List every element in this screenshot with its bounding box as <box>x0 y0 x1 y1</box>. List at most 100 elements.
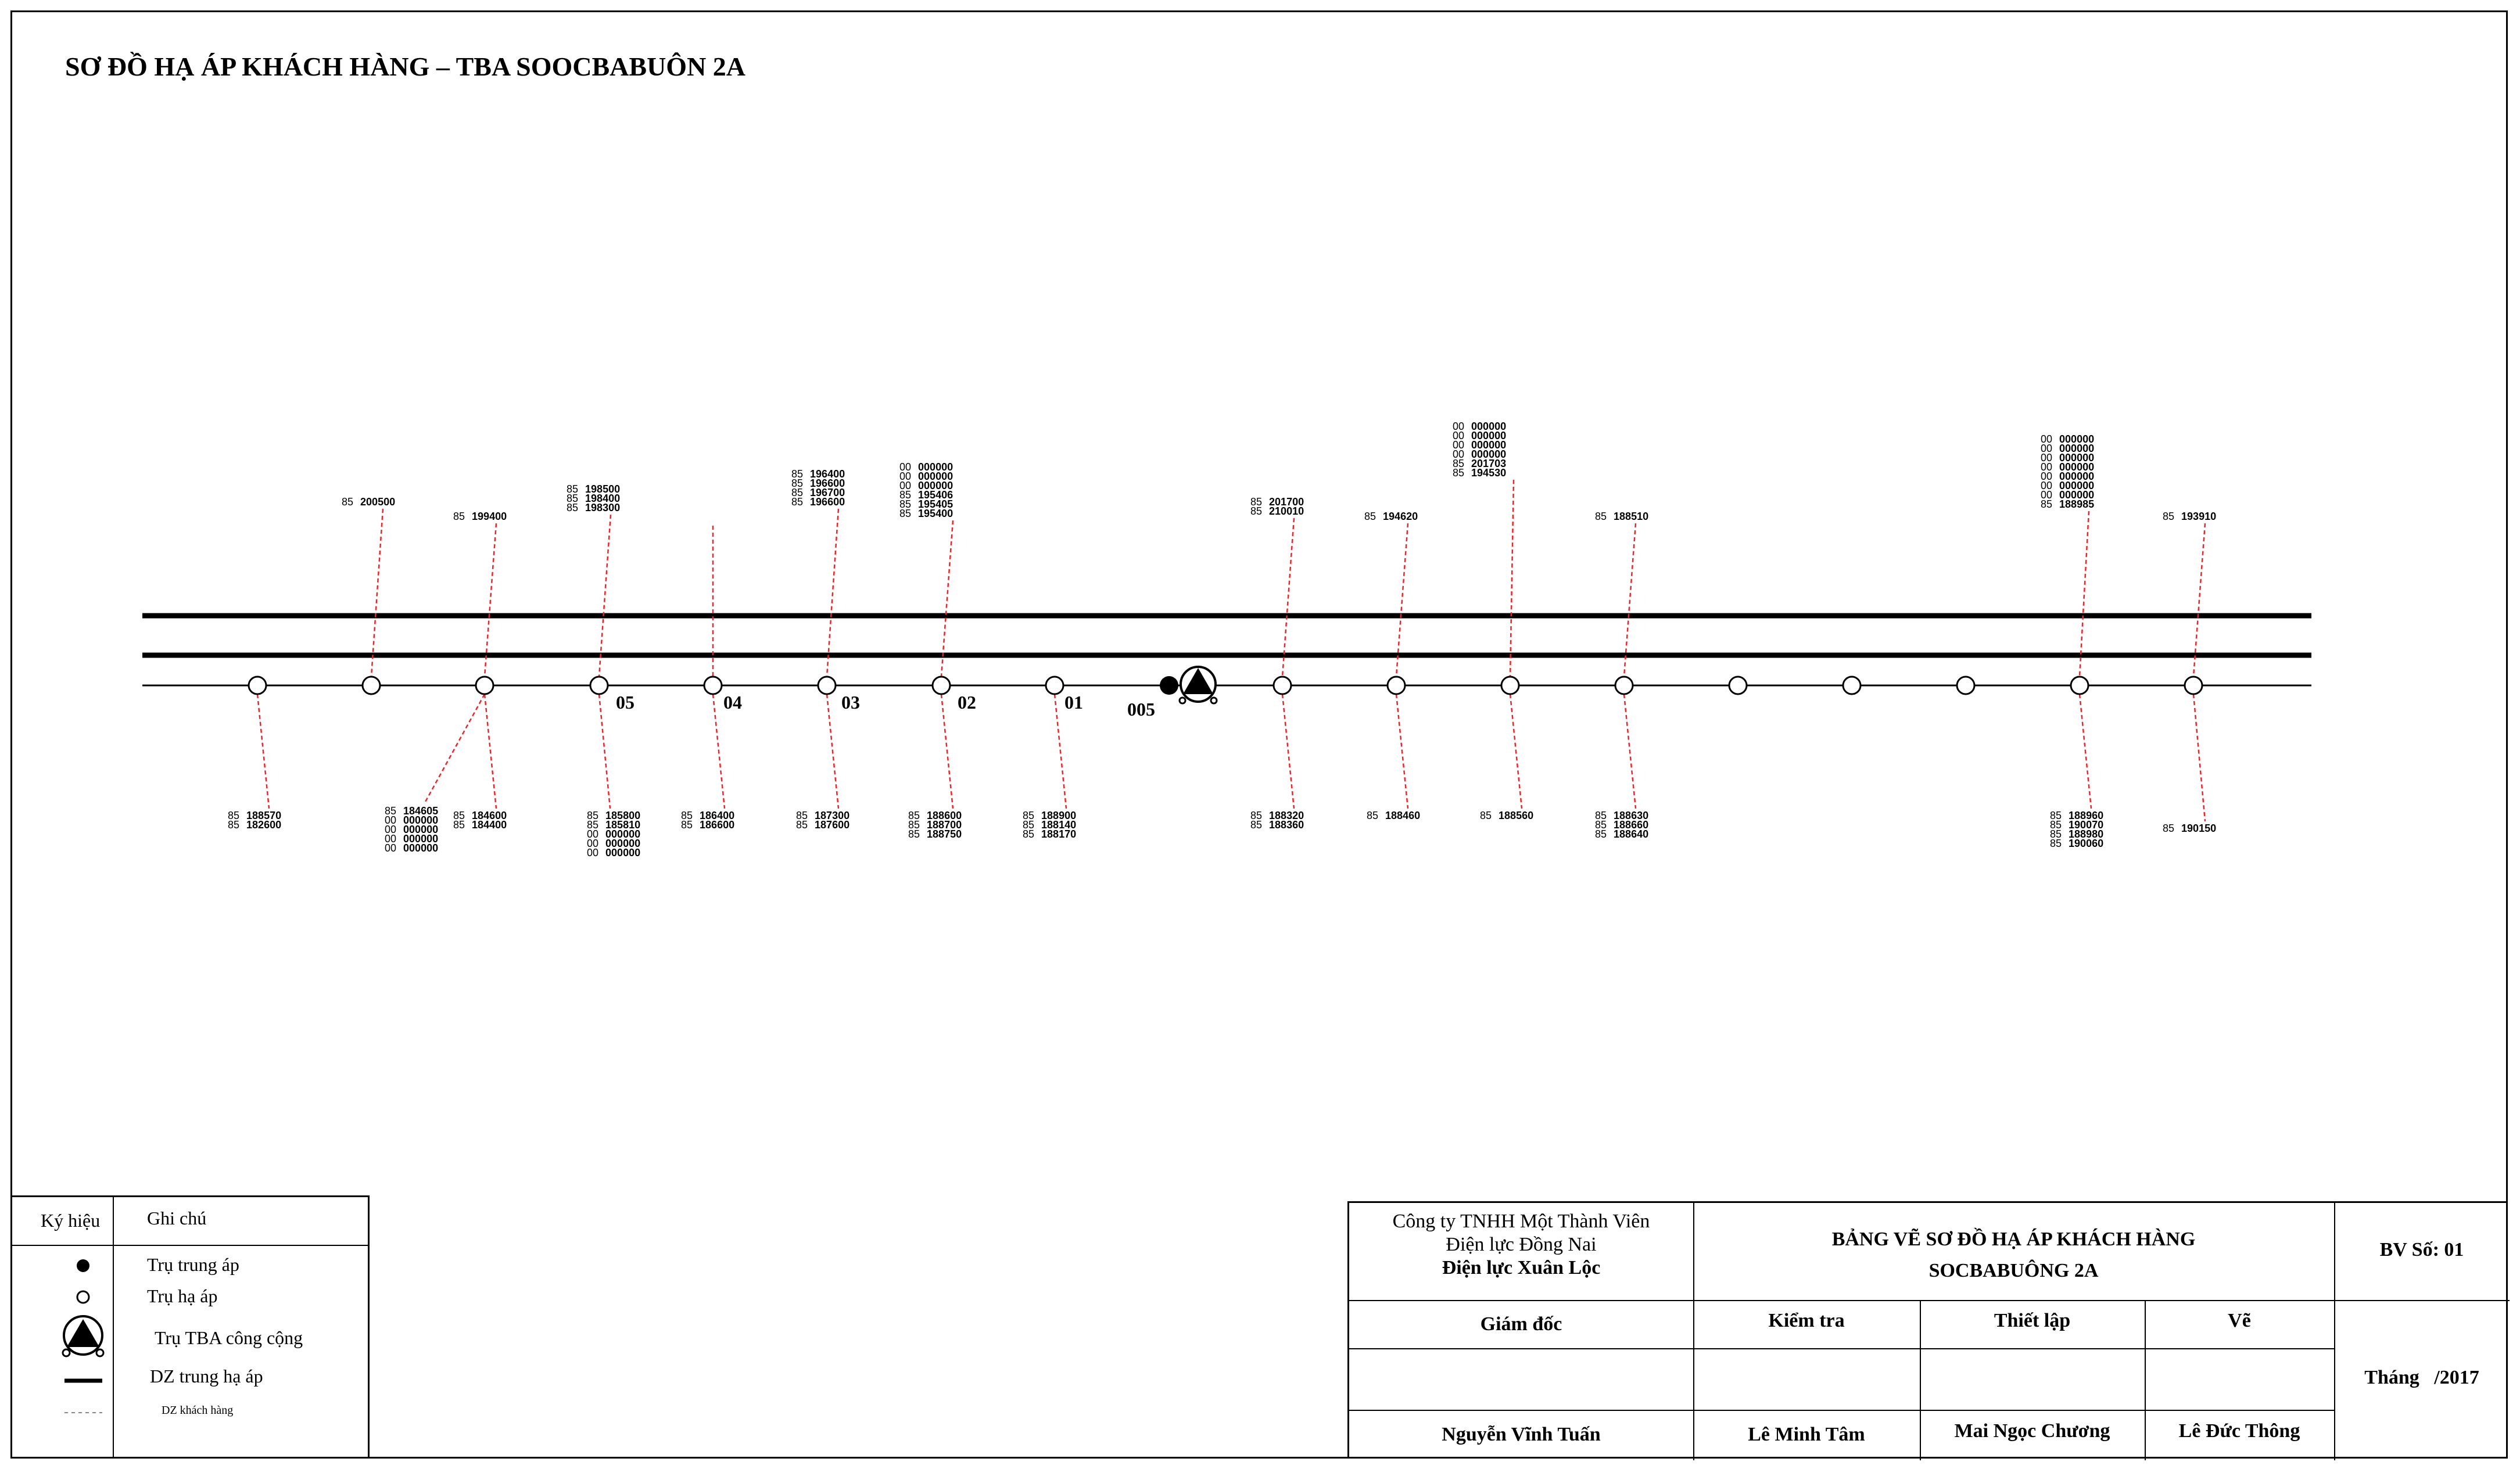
drawing-title: BẢNG VẼ SƠ ĐỒ HẠ ÁP KHÁCH HÀNG SOCBABUÔN… <box>1693 1224 2334 1287</box>
customer-code-prefix: 85 <box>1595 828 1607 840</box>
pole-number-05: 05 <box>616 692 635 713</box>
customer-code-prefix: 85 <box>228 810 239 821</box>
customer-code-number: 186600 <box>700 819 734 831</box>
customer-code-prefix: 00 <box>1453 421 1464 432</box>
customer-code-number: 188510 <box>1614 511 1648 522</box>
customer-code-prefix: 00 <box>2041 470 2052 482</box>
customer-code-prefix: 85 <box>385 805 396 817</box>
customer-code-prefix: 85 <box>1023 819 1034 831</box>
customer-code-number: 000000 <box>918 470 953 482</box>
customer-code-prefix: 85 <box>791 487 803 498</box>
customer-code-number: 000000 <box>918 461 953 473</box>
customer-code-prefix: 85 <box>1595 511 1607 522</box>
customer-code-prefix: 85 <box>567 493 578 504</box>
low-voltage-pole-icon <box>475 676 494 695</box>
pole-number-005: 005 <box>1127 699 1155 720</box>
customer-code-prefix: 00 <box>2041 461 2052 473</box>
customer-code-number: 000000 <box>2059 461 2094 473</box>
customer-code-prefix: 00 <box>385 814 396 826</box>
customer-group-top-9: 00 000000 00 000000 00 000000 00 000000 00 000000… <box>2041 433 2094 510</box>
customer-code-prefix: 00 <box>1453 439 1464 451</box>
substation-triangle-icon <box>1183 668 1213 694</box>
customer-code-number: 195400 <box>918 508 953 519</box>
customer-line <box>1623 694 1637 809</box>
customer-group-top-3: 85 196400 85 196600 85 196700 85 196600 <box>791 468 845 508</box>
customer-group-top-10: 85 193910 <box>2163 511 2216 522</box>
customer-group-bottom-4: 85 186400 85 186600 <box>681 810 734 831</box>
customer-line <box>1053 694 1067 809</box>
customer-code-number: 000000 <box>1471 430 1506 441</box>
customer-group-bottom-12: 85 188960 85 190070 85 188980 85 190060 <box>2050 810 2103 849</box>
customer-code-prefix: 85 <box>908 810 920 821</box>
customer-code-number: 188570 <box>246 810 281 821</box>
drawing-date: Tháng /2017 <box>2364 1367 2479 1388</box>
customer-code-number: 184600 <box>472 810 507 821</box>
customer-group-bottom-1: 85 184605 00 000000 00 000000 00 000000 00 000000 <box>385 805 438 854</box>
low-voltage-pole-icon <box>1614 676 1634 695</box>
customer-code-prefix: 85 <box>1250 505 1262 517</box>
customer-line <box>1509 479 1515 677</box>
customer-code-prefix: 85 <box>899 498 911 510</box>
customer-code-prefix: 85 <box>342 496 353 508</box>
customer-code-prefix: 85 <box>899 489 911 501</box>
customer-code-number: 194620 <box>1383 511 1418 522</box>
customer-code-number: 188600 <box>927 810 962 821</box>
title-block: Công ty TNHH Một Thành Viên Điện lực Đồn… <box>1347 1201 2510 1460</box>
substation-foot-left <box>1178 696 1186 705</box>
customer-code-number: 188360 <box>1269 819 1304 831</box>
customer-code-prefix: 85 <box>567 502 578 513</box>
customer-code-prefix: 85 <box>453 511 465 522</box>
customer-code-prefix: 00 <box>1453 448 1464 460</box>
legend-box: Ký hiệu Ghi chú Trụ trung áp Trụ hạ áp T… <box>10 1195 370 1459</box>
low-voltage-pole-icon <box>2070 676 2089 695</box>
customer-group-top-4: 00 000000 00 000000 00 000000 85 195406 85 195405… <box>899 461 953 519</box>
customer-line <box>2078 694 2092 809</box>
customer-code-prefix: 00 <box>385 833 396 845</box>
customer-code-number: 000000 <box>2059 470 2094 482</box>
low-voltage-pole-icon <box>1500 676 1520 695</box>
customer-group-bottom-0: 85 188570 85 182600 <box>228 810 281 831</box>
customer-code-number: 188660 <box>1614 819 1648 831</box>
customer-line <box>483 523 497 677</box>
legend-divider <box>113 1197 114 1459</box>
customer-code-prefix: 85 <box>1480 810 1492 821</box>
customer-code-prefix: 85 <box>908 828 920 840</box>
customer-code-prefix: 00 <box>385 824 396 835</box>
customer-line <box>1395 523 1409 677</box>
customer-code-number: 190070 <box>2069 819 2103 831</box>
customer-code-prefix: 85 <box>453 810 465 821</box>
customer-code-number: 198300 <box>585 502 620 513</box>
customer-code-number: 195406 <box>918 489 953 501</box>
customer-code-number: 000000 <box>2059 480 2094 491</box>
legend-header-symbol: Ký hiệu <box>41 1210 101 1231</box>
drawing-frame <box>10 10 2508 1459</box>
customer-code-number: 000000 <box>605 838 640 849</box>
customer-code-prefix: 85 <box>2163 823 2174 834</box>
substation-tba-icon <box>1160 666 1218 705</box>
customer-code-number: 198500 <box>585 483 620 495</box>
customer-line <box>2192 694 2206 822</box>
customer-code-number: 000000 <box>403 842 438 854</box>
name-draw: Lê Đức Thông <box>2178 1420 2300 1442</box>
low-voltage-pole-icon <box>76 1290 90 1304</box>
customer-code-prefix: 85 <box>791 496 803 508</box>
customer-code-prefix: 85 <box>2050 810 2062 821</box>
customer-code-number: 000000 <box>918 480 953 491</box>
customer-code-number: 190150 <box>2181 823 2216 834</box>
customer-line <box>1281 694 1295 809</box>
company-line3: Điện lực Xuân Lộc <box>1442 1257 1601 1278</box>
customer-group-bottom-3: 85 185800 85 185810 00 000000 00 000000 00 000000 <box>587 810 640 859</box>
customer-code-prefix: 85 <box>681 810 693 821</box>
customer-code-number: 188170 <box>1041 828 1076 840</box>
customer-group-top-6: 85 194620 <box>1364 511 1418 522</box>
customer-code-number: 188750 <box>927 828 962 840</box>
substation-foot-right <box>1210 696 1218 705</box>
name-director: Nguyễn Vĩnh Tuấn <box>1442 1424 1601 1445</box>
customer-code-number: 196600 <box>810 496 845 508</box>
company-info: Công ty TNHH Một Thành Viên Điện lực Đồn… <box>1349 1210 1693 1280</box>
customer-code-number: 201703 <box>1471 458 1506 469</box>
pole-number-01: 01 <box>1064 692 1083 713</box>
low-voltage-pole-icon <box>1272 676 1292 695</box>
customer-code-number: 184400 <box>472 819 507 831</box>
customer-code-number: 188985 <box>2059 498 2094 510</box>
